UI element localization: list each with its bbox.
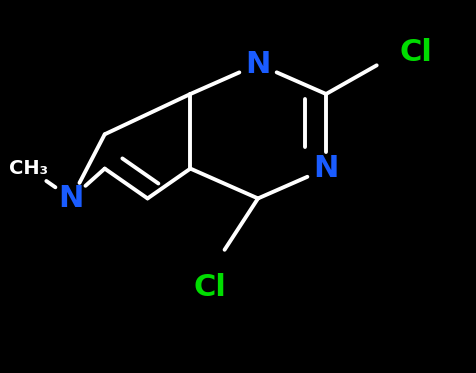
Text: N: N — [59, 184, 84, 213]
Text: CH₃: CH₃ — [9, 159, 48, 178]
Text: N: N — [245, 50, 271, 79]
Text: Cl: Cl — [193, 273, 226, 302]
Text: Cl: Cl — [400, 38, 433, 67]
Text: N: N — [313, 154, 339, 183]
